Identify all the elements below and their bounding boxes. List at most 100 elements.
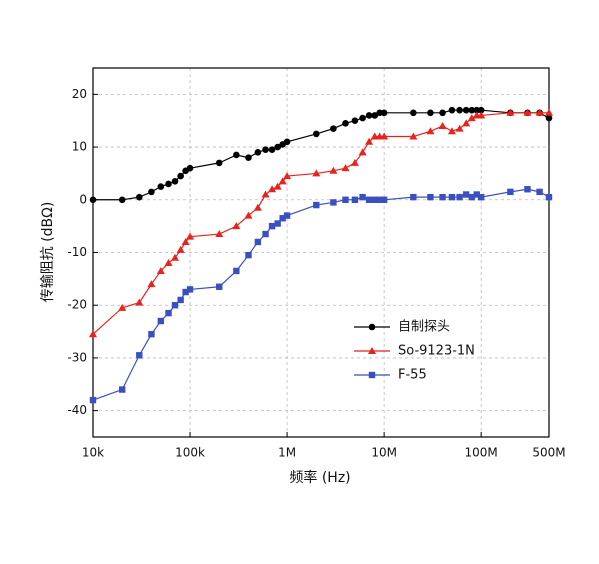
marker [341,164,350,172]
marker [358,148,367,156]
legend-label: F-55 [398,368,427,383]
marker [477,193,485,201]
y-tick-label: 20 [72,87,87,101]
marker [350,158,359,166]
marker [186,286,194,293]
marker [342,196,349,203]
marker [312,130,320,138]
marker [118,303,127,311]
marker [473,191,480,198]
marker [330,125,337,132]
marker [380,109,388,117]
marker [376,196,383,203]
marker [380,132,389,140]
marker [523,108,532,116]
x-tick-label: 10k [82,446,104,460]
series [89,108,553,338]
marker [468,106,476,114]
marker [468,193,475,201]
marker [136,193,143,201]
marker [359,193,366,201]
marker [342,120,349,127]
marker [245,251,252,259]
marker [89,196,97,204]
series-line [92,188,550,401]
marker [165,180,172,188]
marker [506,108,515,116]
marker [312,169,321,177]
marker [253,203,262,211]
marker [380,196,388,203]
marker [148,331,155,338]
marker [148,188,155,196]
marker [177,172,184,180]
series-line [92,112,549,335]
marker [371,196,378,203]
plot-frame [92,67,550,438]
marker [410,193,417,201]
marker [186,232,195,240]
marker [274,220,281,227]
marker [164,259,173,267]
marker [268,222,276,230]
marker [268,185,277,193]
y-tick-label: -10 [67,245,87,259]
marker [278,177,287,185]
marker [439,109,446,117]
marker [245,154,252,161]
x-tick-label: 10M [371,446,397,460]
marker [119,386,126,393]
y-tick-label: 0 [79,192,87,206]
marker [156,266,165,274]
marker [177,296,184,304]
marker [147,280,156,288]
marker [359,114,366,122]
marker [535,108,544,116]
marker [524,186,531,193]
series [89,186,553,404]
marker [232,222,241,230]
marker [273,182,282,190]
x-tick-label: 500M [532,446,565,460]
marker [181,237,190,245]
marker [462,106,470,114]
marker [410,109,417,117]
marker [545,108,553,116]
marker [536,188,543,196]
marker [283,172,292,180]
marker [89,330,97,338]
marker [118,196,126,204]
marker [447,127,456,135]
marker [165,309,172,317]
marker [426,127,435,135]
marker [254,149,262,156]
marker [477,111,486,119]
x-tick-label: 1M [278,446,296,460]
marker [268,146,276,154]
marker [186,164,194,172]
marker [171,302,179,309]
marker [262,230,269,238]
marker [409,132,418,140]
marker [456,193,463,201]
marker [215,159,223,167]
y-axis-label: 传输阻抗 (dBΩ) [40,202,56,303]
marker [507,188,514,196]
marker [462,119,471,127]
legend-label: So-9123-1N [398,344,475,359]
marker [365,196,373,203]
marker [545,193,553,201]
y-tick-label: 10 [72,140,87,154]
marker [455,124,464,132]
marker [244,211,253,219]
marker [261,190,270,198]
marker [477,106,485,114]
marker [216,283,223,290]
legend-label: 自制探头 [398,320,450,335]
marker [448,106,456,114]
marker [176,245,185,253]
marker [135,298,144,306]
y-tick-label: -40 [67,403,87,417]
